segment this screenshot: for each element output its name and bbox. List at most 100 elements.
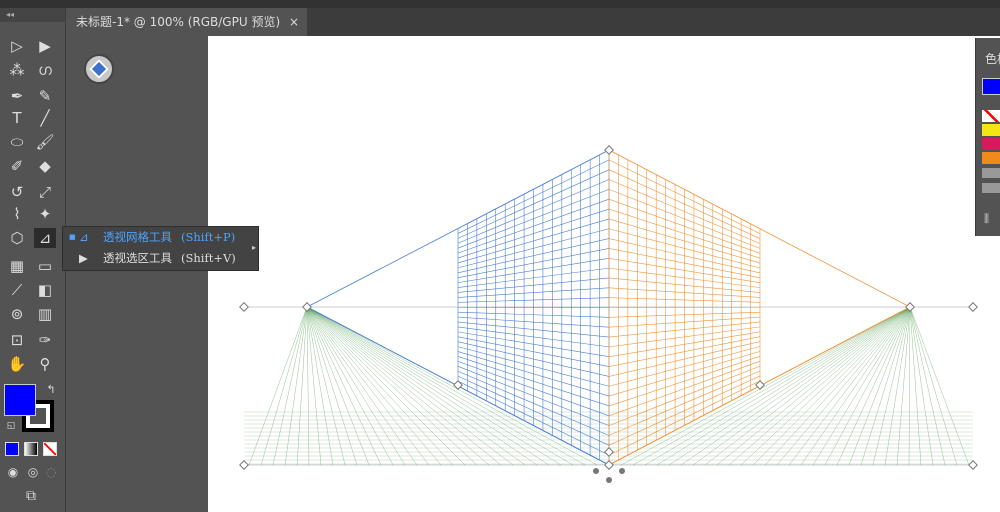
- document-tab[interactable]: 未标题-1* @ 100% (RGB/GPU 预览) ×: [67, 8, 307, 36]
- panel-title: 色板: [985, 52, 1000, 66]
- right-grid-line: [608, 218, 761, 264]
- grid-handle[interactable]: [239, 460, 249, 470]
- ground-grid-line: [272, 306, 308, 466]
- right-grid-line: [608, 159, 761, 234]
- perspective-grid-icon: ⊿: [79, 230, 89, 244]
- graph-tool-icon[interactable]: ▥: [37, 305, 53, 323]
- lasso-icon[interactable]: ഗ: [38, 61, 52, 79]
- right-grid-line-extent: [608, 149, 911, 308]
- right-grid-line: [608, 380, 761, 456]
- mesh-tool-icon[interactable]: ▦: [9, 257, 25, 275]
- gradient-tool-icon[interactable]: ▭: [37, 257, 53, 275]
- ground-grid-line: [306, 306, 394, 466]
- line-tool-icon[interactable]: ╱: [40, 109, 50, 127]
- ground-grid-line: [306, 306, 442, 466]
- magic-wand-icon[interactable]: ⁂: [9, 61, 25, 79]
- artboard-tool-icon[interactable]: ⊡: [10, 331, 24, 349]
- perspective-grid-tool-icon[interactable]: ⊿: [34, 228, 56, 248]
- grid-handle[interactable]: [239, 302, 249, 312]
- warp-tool-icon[interactable]: ⌇: [13, 205, 21, 223]
- scale-tool-icon[interactable]: ⤢: [38, 183, 51, 201]
- grid-handle[interactable]: [968, 460, 978, 470]
- swatch-orange[interactable]: [982, 152, 1000, 164]
- menu-item-perspective-selection-tool[interactable]: ▶ 透视选区工具 (Shift+V): [63, 248, 258, 269]
- swatch-yellow[interactable]: [982, 124, 1000, 136]
- swatch-library-icon[interactable]: ⫼: [984, 212, 990, 225]
- slice-tool-icon[interactable]: ✑: [38, 331, 52, 349]
- shaper-tool-icon[interactable]: ✐: [10, 157, 24, 175]
- ground-grid-line: [306, 306, 370, 466]
- document-tab-bar: 未标题-1* @ 100% (RGB/GPU 预览) ×: [67, 8, 1000, 36]
- grid-handle[interactable]: [604, 460, 614, 470]
- swap-colors-icon[interactable]: ↰: [46, 383, 56, 396]
- close-tab-icon[interactable]: ×: [288, 15, 299, 29]
- menu-item-label: 透视网格工具: [103, 230, 172, 244]
- zoom-tool-icon[interactable]: ⚲: [39, 355, 51, 373]
- left-grid-line: [457, 346, 610, 387]
- ground-grid-line: [704, 306, 911, 466]
- active-bullet-icon: ■: [69, 233, 76, 241]
- left-grid-line: [457, 356, 610, 407]
- ellipse-tool-icon[interactable]: ⬭: [10, 133, 24, 151]
- shape-builder-icon[interactable]: ⬡: [10, 229, 24, 247]
- right-grid-line: [608, 341, 761, 377]
- grid-handle[interactable]: [604, 447, 614, 457]
- default-colors-icon[interactable]: ◱: [6, 421, 16, 431]
- draw-behind-icon[interactable]: ◎: [27, 465, 39, 479]
- draw-normal-icon[interactable]: ◉: [7, 465, 19, 479]
- ground-grid-line: [728, 306, 911, 466]
- swatch-folder-icon[interactable]: [982, 183, 1000, 193]
- left-grid-line: [457, 311, 610, 318]
- grid-extent-handle[interactable]: [606, 477, 612, 483]
- grid-handle[interactable]: [302, 302, 312, 312]
- grid-handle[interactable]: [905, 302, 915, 312]
- swatch-magenta[interactable]: [982, 138, 1000, 150]
- ground-grid-line: [306, 306, 406, 466]
- top-control-bar: [0, 0, 1000, 8]
- plane-switching-widget[interactable]: [84, 54, 114, 84]
- grid-extent-handle[interactable]: [593, 468, 599, 474]
- swatches-panel: 色板 ⫼: [975, 38, 1000, 236]
- color-mode-icon[interactable]: [5, 442, 19, 456]
- artboard[interactable]: [208, 36, 1000, 512]
- grid-handle[interactable]: [968, 302, 978, 312]
- right-grid-line: [608, 189, 761, 249]
- screen-mode-icon[interactable]: ⧉: [26, 488, 36, 504]
- grid-handle[interactable]: [604, 145, 614, 155]
- blend-tool-icon[interactable]: ◧: [37, 281, 53, 299]
- swatch-none[interactable]: [982, 110, 1000, 122]
- fill-color-swatch[interactable]: [4, 384, 36, 416]
- type-tool-icon[interactable]: T: [12, 109, 22, 127]
- rotate-tool-icon[interactable]: ↺: [10, 183, 24, 201]
- grid-handle[interactable]: [755, 380, 765, 390]
- pen-tool-icon[interactable]: ✒: [10, 87, 24, 105]
- left-grid-line: [457, 341, 610, 377]
- direct-selection-tool-icon[interactable]: ▶: [39, 37, 51, 55]
- paintbrush-icon[interactable]: 🖌: [35, 133, 55, 151]
- hand-tool-icon[interactable]: ✋: [7, 355, 27, 373]
- panel-collapse[interactable]: ◂◂: [0, 8, 65, 22]
- curvature-tool-icon[interactable]: ✎: [38, 87, 52, 105]
- menu-item-shortcut: (Shift+V): [181, 251, 236, 265]
- eraser-icon[interactable]: ◆: [39, 157, 51, 175]
- none-mode-icon[interactable]: [43, 442, 57, 456]
- selection-tool-icon[interactable]: ▷: [11, 37, 23, 55]
- grid-extent-handle[interactable]: [619, 468, 625, 474]
- flyout-tearoff-icon[interactable]: ▸: [251, 243, 256, 252]
- ground-grid-line: [896, 306, 911, 466]
- draw-inside-icon[interactable]: ◌: [45, 465, 57, 479]
- fill-swatch[interactable]: [982, 78, 1000, 95]
- ground-grid-line: [872, 306, 911, 466]
- left-grid-line: [457, 316, 610, 328]
- tool-flyout-menu: ■ ⊿ 透视网格工具 (Shift+P) ▶ 透视选区工具 (Shift+V) …: [62, 226, 259, 271]
- puppet-warp-icon[interactable]: ✦: [38, 205, 52, 223]
- swatch-folder-icon[interactable]: [982, 168, 1000, 178]
- menu-item-perspective-grid-tool[interactable]: ■ ⊿ 透视网格工具 (Shift+P): [63, 227, 258, 248]
- grid-handle[interactable]: [453, 380, 463, 390]
- left-grid-line: [457, 169, 610, 239]
- eyedropper-icon[interactable]: ⟋: [11, 281, 23, 299]
- symbol-sprayer-icon[interactable]: ⊚: [10, 305, 24, 323]
- right-grid-line: [608, 331, 761, 358]
- gradient-mode-icon[interactable]: [24, 442, 38, 456]
